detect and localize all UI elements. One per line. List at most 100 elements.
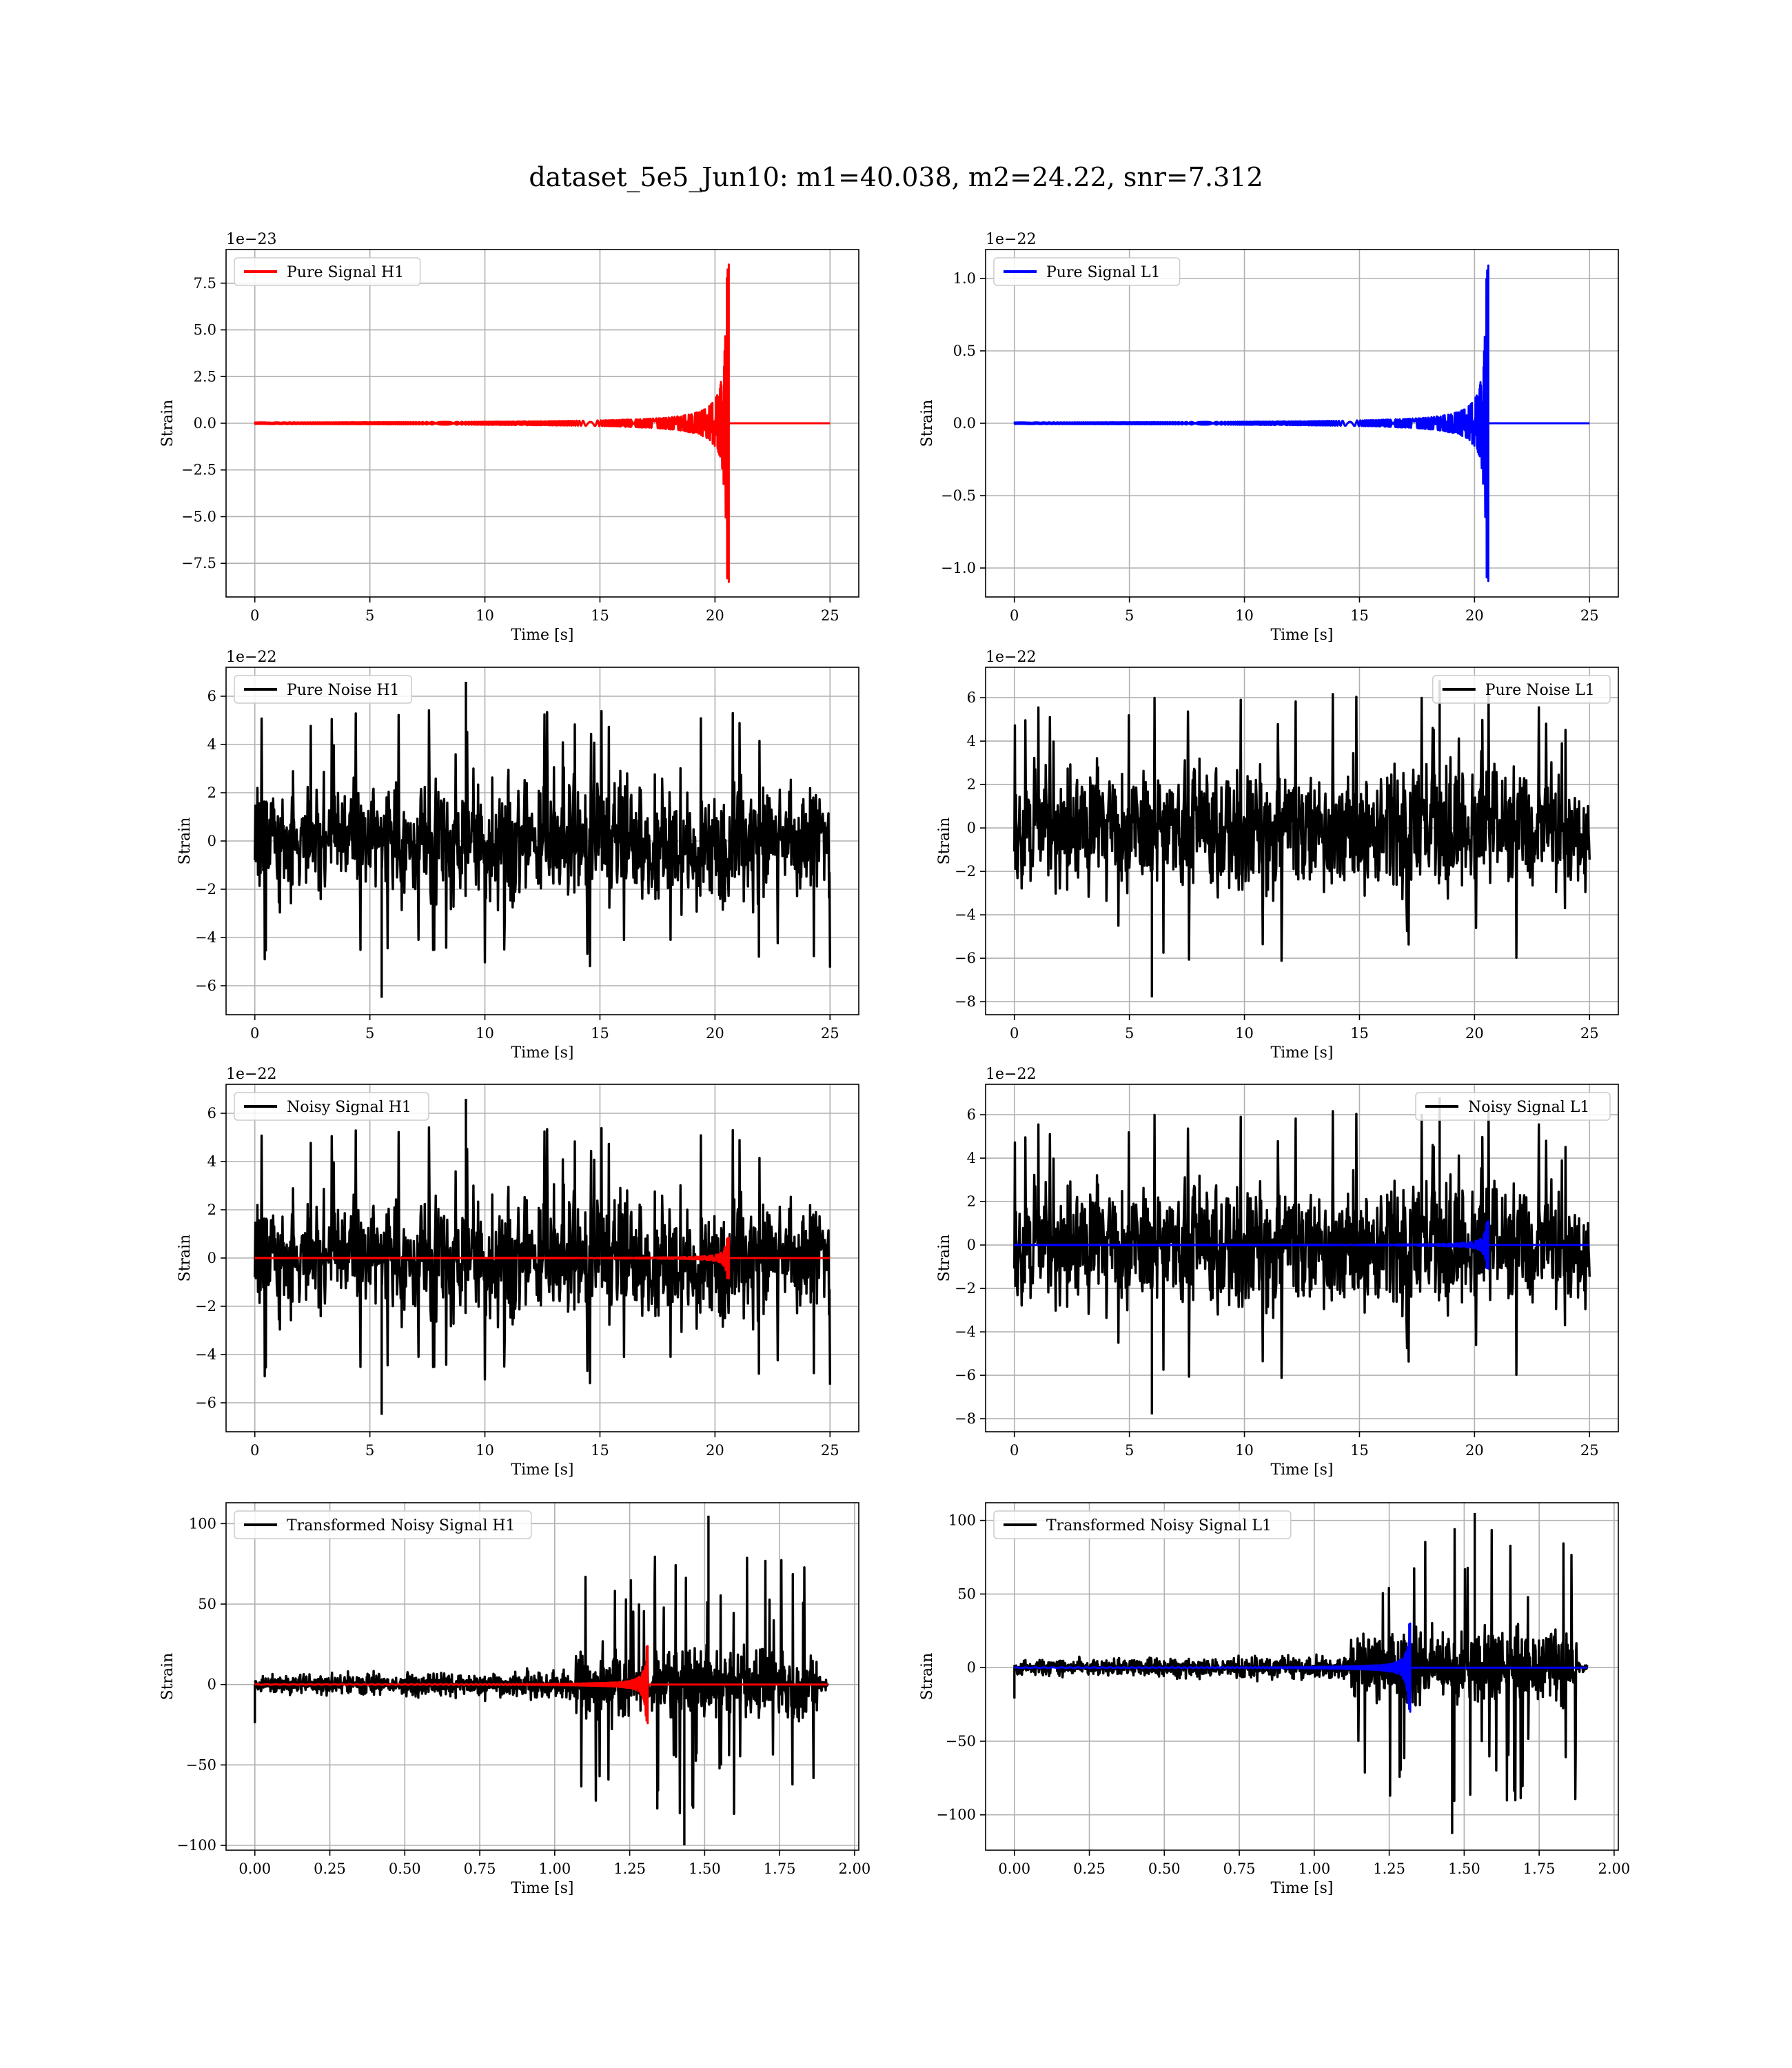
series-group bbox=[1013, 264, 1590, 582]
x-tick-label: 25 bbox=[821, 1442, 839, 1459]
y-tick-label: −8 bbox=[955, 1410, 976, 1427]
noise-line-1 bbox=[254, 1515, 829, 1845]
x-tick-label: 15 bbox=[1350, 607, 1369, 624]
x-tick-label: 1.50 bbox=[1448, 1861, 1480, 1877]
legend: Pure Noise H1 bbox=[234, 675, 412, 704]
series-group bbox=[254, 682, 831, 998]
y-tick-label: 6 bbox=[207, 1105, 216, 1122]
y-tick-label: −1.0 bbox=[941, 560, 976, 576]
x-tick-label: 0.75 bbox=[464, 1861, 496, 1877]
x-tick-label: 0 bbox=[1010, 607, 1019, 624]
y-tick-label: −7.5 bbox=[181, 555, 216, 571]
y-tick-label: 4 bbox=[967, 1150, 976, 1166]
axes-frame bbox=[985, 667, 1619, 1015]
y-tick-label: −4 bbox=[955, 906, 976, 923]
y-tick-label: −100 bbox=[176, 1837, 216, 1854]
x-axis-label: Time [s] bbox=[1270, 1044, 1333, 1062]
x-tick-label: 2.00 bbox=[839, 1861, 871, 1877]
x-tick-label: 0.00 bbox=[238, 1861, 271, 1877]
y-tick-label: 100 bbox=[948, 1512, 976, 1529]
y-axis-label: Strain bbox=[176, 1235, 194, 1282]
y-tick-label: −100 bbox=[936, 1807, 976, 1823]
y-axis-label: Strain bbox=[159, 1653, 176, 1701]
x-tick-label: 0 bbox=[250, 1442, 259, 1459]
offset-label: 1e−22 bbox=[986, 649, 1036, 666]
y-tick-label: 7.5 bbox=[194, 275, 216, 292]
y-tick-label: 6 bbox=[207, 688, 216, 704]
x-tick-label: 0.00 bbox=[998, 1861, 1030, 1877]
x-axis-label: Time [s] bbox=[511, 1880, 573, 1897]
legend-label: Transformed Noisy Signal L1 bbox=[1046, 1517, 1272, 1534]
x-tick-label: 10 bbox=[476, 607, 494, 624]
y-tick-label: 50 bbox=[198, 1596, 216, 1612]
y-tick-label: −6 bbox=[195, 1395, 216, 1411]
y-tick-label: −5.0 bbox=[181, 508, 216, 525]
x-tick-label: 15 bbox=[591, 607, 609, 624]
x-tick-label: 1.25 bbox=[1373, 1861, 1405, 1877]
y-tick-label: 100 bbox=[189, 1515, 216, 1532]
y-tick-label: 2 bbox=[207, 1202, 216, 1218]
x-tick-label: 1.00 bbox=[1298, 1861, 1330, 1877]
x-tick-label: 5 bbox=[1125, 607, 1134, 624]
legend: Pure Noise L1 bbox=[1432, 675, 1611, 704]
y-tick-label: −4 bbox=[195, 929, 216, 946]
subplot-7: 0.00 0.25 0.50 0.75 1.00 1.25 1.50 1.75 2.00 −100… bbox=[159, 1502, 871, 1897]
series-group bbox=[254, 263, 831, 583]
series-group bbox=[1013, 1512, 1589, 1834]
legend-box bbox=[1415, 1092, 1611, 1121]
signal-line-2 bbox=[254, 1236, 831, 1280]
subplot-2: 0 5 10 15 20 25 −1.0 −0.5 0.0 0.5 1.0 Time [s] Strai… bbox=[919, 231, 1619, 644]
legend-label: Pure Noise L1 bbox=[1485, 682, 1595, 699]
x-tick-label: 15 bbox=[591, 1442, 609, 1459]
noise-line-1 bbox=[254, 682, 831, 998]
subplot-1: 0 5 10 15 20 25 −7.5 −5.0 −2.5 0.0 2.5 5.0 7.5 Time [… bbox=[159, 231, 859, 644]
x-axis-label: Time [s] bbox=[1270, 627, 1333, 644]
x-tick-label: 20 bbox=[706, 1025, 724, 1042]
signal-line-2 bbox=[254, 1645, 828, 1725]
legend-label: Pure Noise H1 bbox=[287, 682, 400, 699]
subplot-5: 0 5 10 15 20 25 −6 −4 −2 0 2 4 6 Time [s] Strain 1e−22 N… bbox=[176, 1066, 859, 1479]
x-tick-label: 25 bbox=[1580, 1442, 1599, 1459]
x-tick-label: 0.25 bbox=[1073, 1861, 1106, 1877]
x-tick-label: 25 bbox=[821, 1025, 839, 1042]
x-tick-label: 25 bbox=[1580, 1025, 1599, 1042]
offset-label: 1e−22 bbox=[986, 1066, 1036, 1083]
legend: Noisy Signal H1 bbox=[234, 1092, 429, 1121]
x-tick-label: 5 bbox=[1125, 1025, 1134, 1042]
legend: Transformed Noisy Signal H1 bbox=[234, 1510, 532, 1539]
x-tick-label: 5 bbox=[365, 1442, 374, 1459]
legend-label: Pure Signal H1 bbox=[287, 264, 404, 281]
subplot-3: 0 5 10 15 20 25 −6 −4 −2 0 2 4 6 Time [s] Strain 1e−22 P… bbox=[176, 649, 859, 1062]
x-tick-label: 0.75 bbox=[1223, 1861, 1256, 1877]
axes-frame bbox=[985, 1502, 1619, 1851]
y-tick-label: 1.0 bbox=[953, 270, 976, 287]
x-tick-label: 5 bbox=[1125, 1442, 1134, 1459]
y-tick-label: 0 bbox=[207, 833, 216, 849]
axes-frame bbox=[225, 1502, 859, 1851]
x-tick-label: 25 bbox=[821, 607, 839, 624]
y-tick-label: 0 bbox=[967, 820, 976, 836]
subplot-4: 0 5 10 15 20 25 −8 −6 −4 −2 0 2 4 6 Time [s] Strain 1e−2… bbox=[936, 649, 1619, 1062]
signal-line-1 bbox=[254, 263, 831, 583]
y-axis-label: Strain bbox=[919, 400, 936, 447]
y-tick-label: −8 bbox=[955, 993, 976, 1010]
y-tick-label: −4 bbox=[955, 1324, 976, 1340]
offset-label: 1e−23 bbox=[226, 231, 276, 248]
legend-box bbox=[234, 1510, 532, 1539]
x-tick-label: 20 bbox=[1465, 1025, 1484, 1042]
x-axis-label: Time [s] bbox=[1270, 1461, 1333, 1479]
y-tick-label: −2 bbox=[195, 881, 216, 898]
x-tick-label: 1.25 bbox=[613, 1861, 646, 1877]
y-tick-label: 50 bbox=[957, 1585, 976, 1602]
y-tick-label: −6 bbox=[955, 950, 976, 966]
legend-label: Pure Signal L1 bbox=[1046, 264, 1161, 281]
noise-line-1 bbox=[1013, 680, 1591, 997]
series-group bbox=[1013, 680, 1591, 997]
x-tick-label: 0.50 bbox=[1148, 1861, 1181, 1877]
legend-box bbox=[234, 257, 421, 286]
series-group bbox=[254, 1099, 831, 1415]
subplot-6: 0 5 10 15 20 25 −8 −6 −4 −2 0 2 4 6 Time [s] Strain 1e−2… bbox=[936, 1066, 1619, 1479]
x-tick-label: 10 bbox=[1235, 607, 1254, 624]
x-axis-label: Time [s] bbox=[1270, 1880, 1333, 1897]
